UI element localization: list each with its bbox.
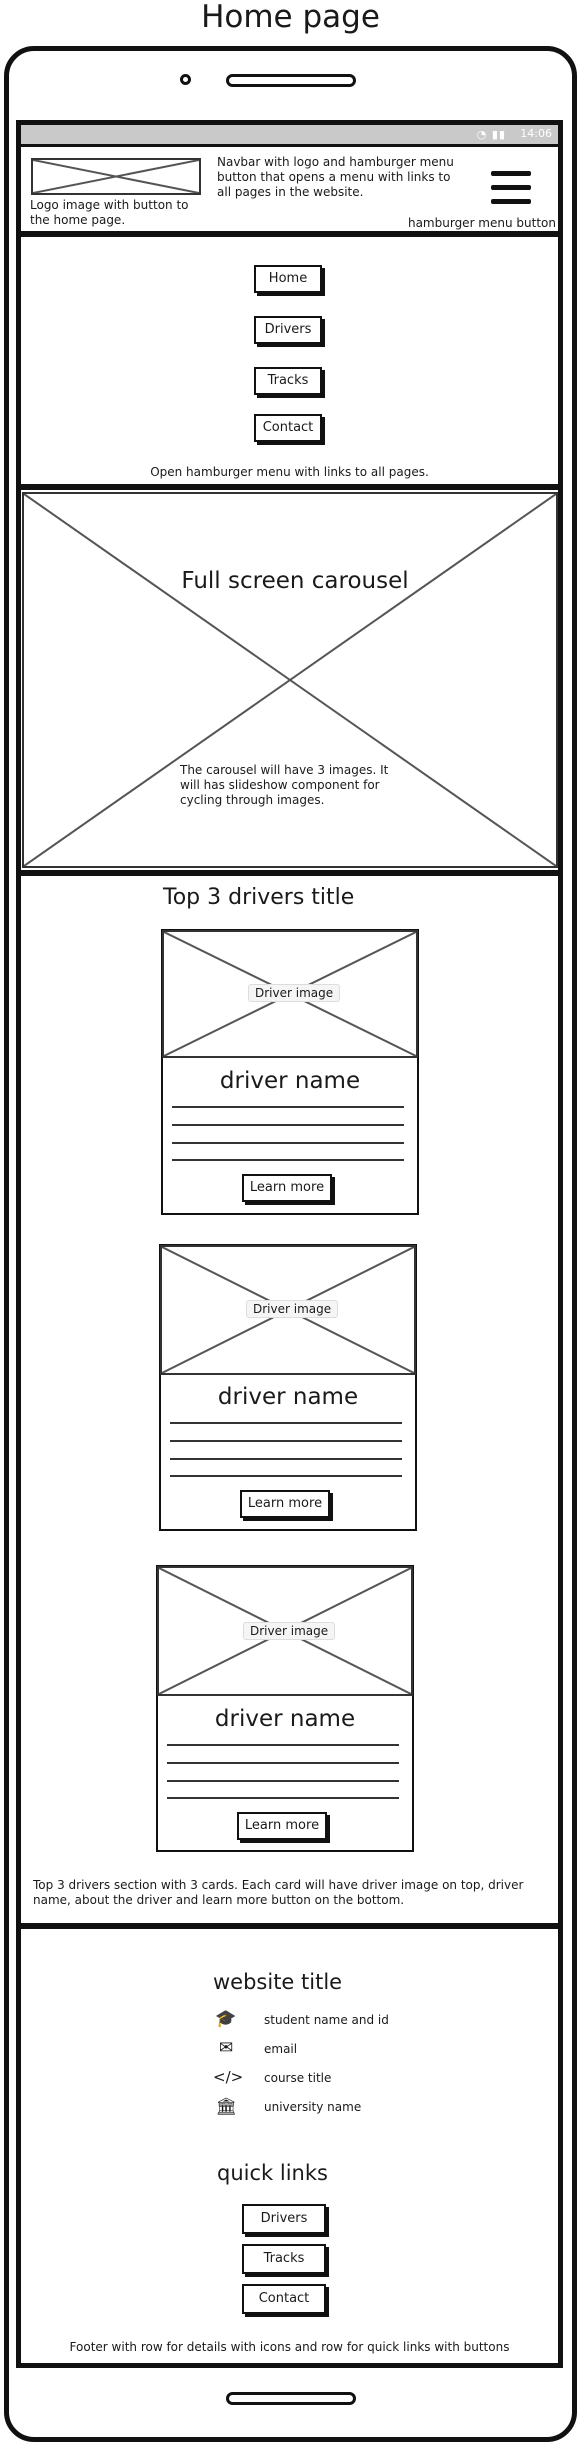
menu-tracks-button[interactable]: Tracks bbox=[254, 367, 322, 395]
speaker-grille bbox=[226, 74, 356, 87]
quick-link-contact-button[interactable]: Contact bbox=[242, 2284, 326, 2314]
quick-link-drivers-button[interactable]: Drivers bbox=[242, 2204, 326, 2234]
drivers-section bbox=[18, 873, 561, 1926]
home-bar bbox=[226, 2392, 356, 2405]
driver-name: driver name bbox=[214, 1706, 356, 1732]
driver-name: driver name bbox=[217, 1384, 359, 1410]
learn-more-button-2[interactable]: Learn more bbox=[240, 1490, 330, 1518]
text-line bbox=[172, 1142, 404, 1144]
navbar-description: Navbar with logo and hamburger menu butt… bbox=[217, 155, 454, 199]
text-line bbox=[172, 1106, 404, 1108]
hamburger-menu-panel bbox=[18, 234, 561, 487]
driver-name: driver name bbox=[219, 1068, 361, 1094]
camera-icon bbox=[180, 74, 191, 85]
menu-home-button[interactable]: Home bbox=[254, 265, 322, 293]
footer bbox=[18, 1926, 561, 2368]
graduation-cap-icon: 🎓 bbox=[215, 2009, 237, 2029]
status-bar: ◔ ▮▮ 14:06 bbox=[21, 125, 558, 144]
student-name-text: student name and id bbox=[264, 2013, 389, 2027]
driver-image-label: Driver image bbox=[243, 1622, 336, 1640]
carousel-image bbox=[22, 492, 558, 868]
wifi-signal-icon: ◔ ▮▮ bbox=[476, 128, 506, 141]
email-text: email bbox=[264, 2042, 298, 2056]
carousel-note: The carousel will have 3 images. It will… bbox=[180, 763, 390, 808]
learn-more-button-3[interactable]: Learn more bbox=[237, 1812, 327, 1840]
text-line bbox=[167, 1762, 399, 1764]
drivers-note: Top 3 drivers section with 3 cards. Each… bbox=[33, 1878, 524, 1907]
text-line bbox=[172, 1124, 404, 1126]
logo-note: Logo image with button to the home page. bbox=[30, 198, 189, 227]
carousel-title: Full screen carousel bbox=[180, 567, 410, 595]
status-time: 14:06 bbox=[520, 127, 552, 140]
phone-frame bbox=[4, 46, 577, 2442]
menu-drivers-button[interactable]: Drivers bbox=[254, 316, 322, 344]
quick-links-title: quick links bbox=[217, 2161, 328, 2185]
hamburger-note: hamburger menu button bbox=[407, 216, 556, 230]
footer-note: Footer with row for details with icons a… bbox=[69, 2340, 510, 2354]
website-title: website title bbox=[213, 1970, 343, 1994]
university-name-text: university name bbox=[264, 2100, 362, 2114]
text-line bbox=[167, 1780, 399, 1782]
logo-image[interactable] bbox=[31, 158, 201, 195]
code-icon: </> bbox=[213, 2068, 244, 2086]
text-line bbox=[167, 1797, 399, 1799]
text-line bbox=[170, 1458, 402, 1460]
text-line bbox=[170, 1440, 402, 1442]
menu-contact-button[interactable]: Contact bbox=[254, 414, 322, 442]
menu-note: Open hamburger menu with links to all pa… bbox=[150, 465, 429, 479]
text-line bbox=[170, 1422, 402, 1424]
university-icon: 🏛 bbox=[215, 2097, 237, 2117]
drivers-title: Top 3 drivers title bbox=[163, 885, 355, 910]
driver-image-label: Driver image bbox=[246, 1300, 339, 1318]
carousel-section bbox=[17, 487, 562, 873]
navbar bbox=[18, 144, 561, 234]
course-title-text: course title bbox=[264, 2071, 332, 2085]
text-line bbox=[170, 1475, 402, 1477]
page-title: Home page bbox=[201, 0, 380, 35]
hamburger-menu-icon[interactable] bbox=[491, 171, 531, 206]
envelope-icon: ✉ bbox=[218, 2038, 234, 2058]
text-line bbox=[167, 1744, 399, 1746]
quick-link-tracks-button[interactable]: Tracks bbox=[242, 2244, 326, 2274]
text-line bbox=[172, 1159, 404, 1161]
driver-image-label: Driver image bbox=[248, 984, 341, 1002]
learn-more-button-1[interactable]: Learn more bbox=[242, 1174, 332, 1202]
